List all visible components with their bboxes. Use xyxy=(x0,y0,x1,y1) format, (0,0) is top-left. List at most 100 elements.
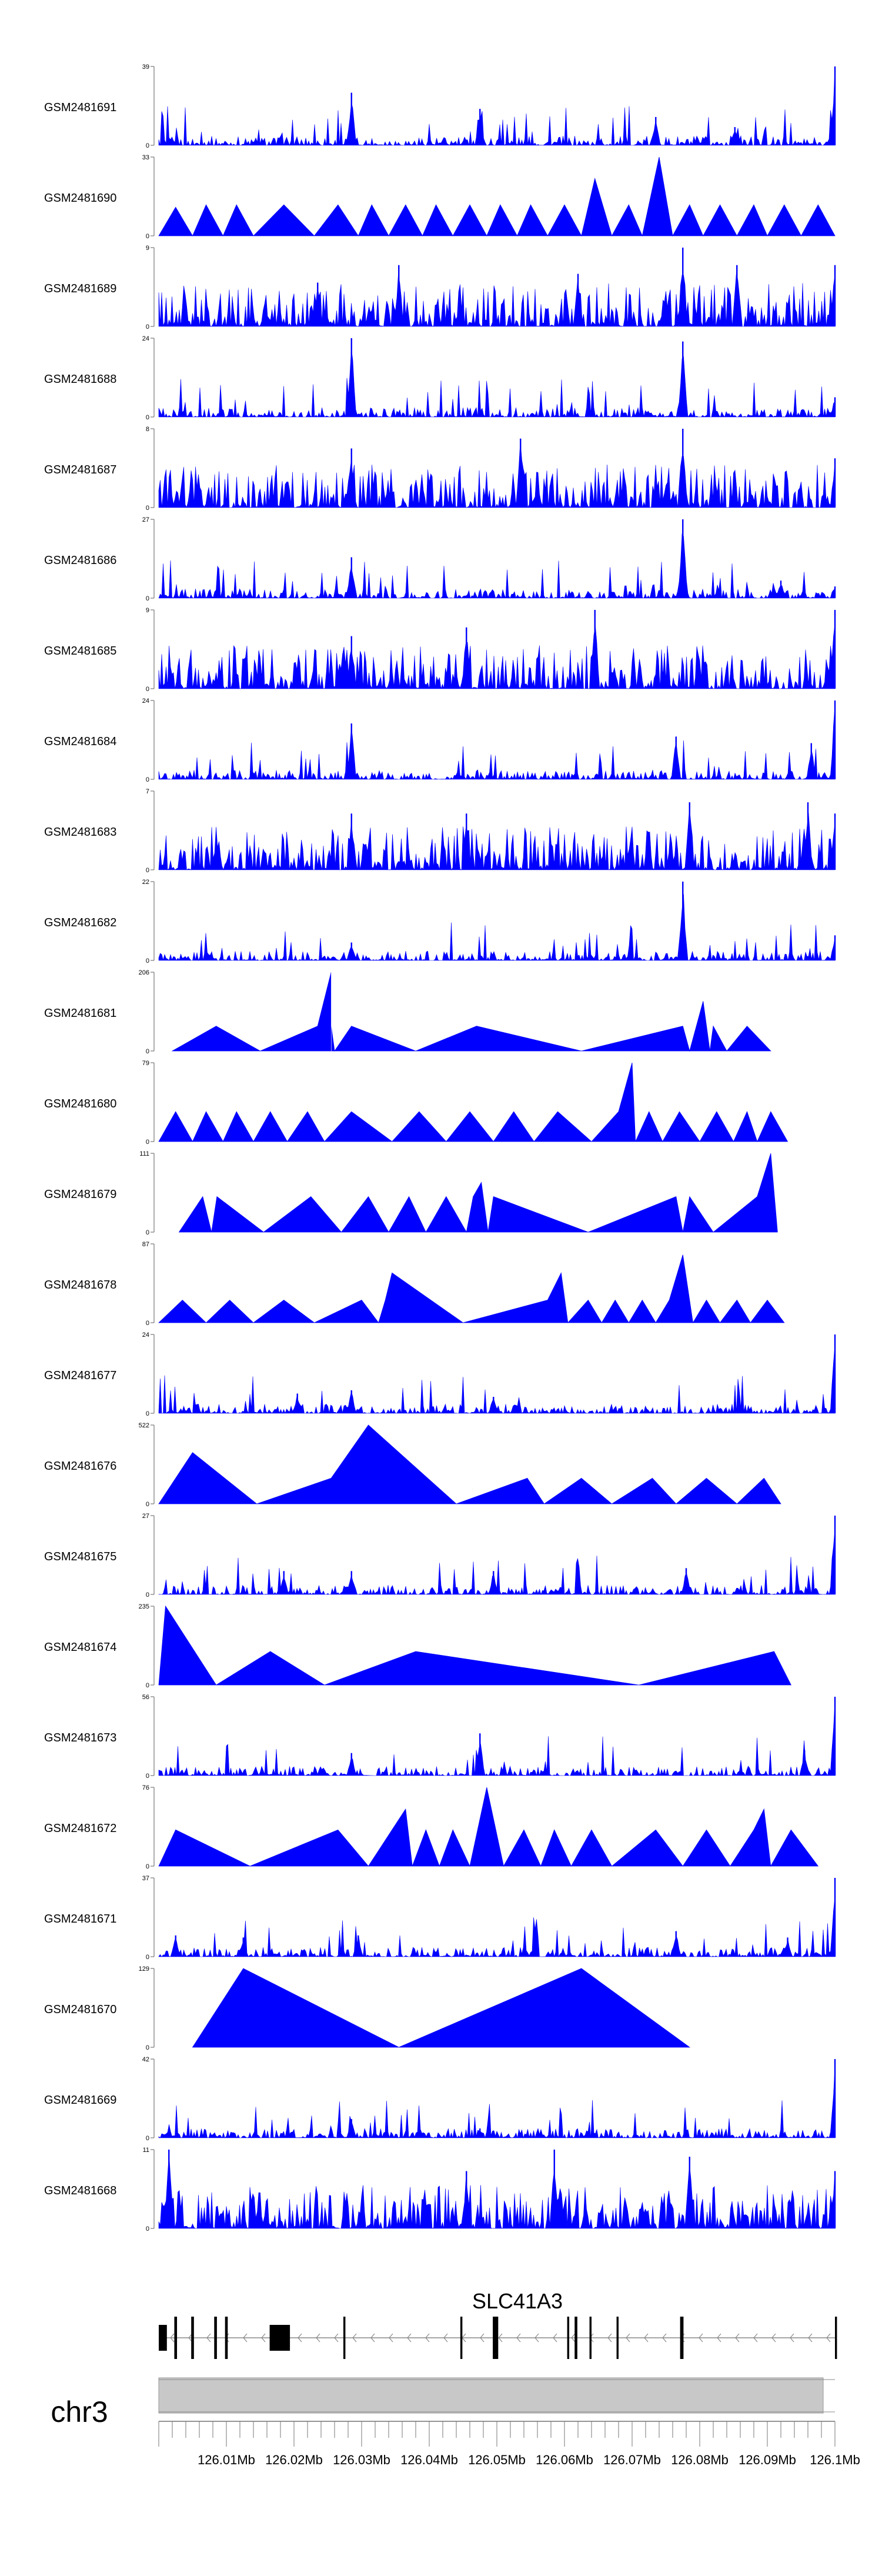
coverage-signal xyxy=(158,348,836,418)
x-tick-label: 126.05Mb xyxy=(468,2452,526,2467)
exon xyxy=(567,2317,570,2359)
coverage-signal xyxy=(158,1529,836,1596)
track-GSM2481691: GSM2481691 39 0 xyxy=(44,64,836,149)
strand-arrow xyxy=(699,2333,703,2343)
y-max-label: 24 xyxy=(142,698,149,705)
strand-arrow xyxy=(753,2333,758,2343)
track-label: GSM2481672 xyxy=(44,1822,116,1835)
strand-arrow xyxy=(644,2333,649,2343)
track-label: GSM2481684 xyxy=(44,735,116,748)
coverage-area xyxy=(158,1787,819,1867)
track-label: GSM2481682 xyxy=(44,916,116,929)
y-max-label: 11 xyxy=(143,2147,149,2154)
strand-arrow xyxy=(553,2333,557,2343)
y-zero-label: 0 xyxy=(146,2135,149,2142)
track-label: GSM2481676 xyxy=(44,1460,116,1473)
x-tick-label: 126.03Mb xyxy=(333,2452,390,2467)
strand-arrow xyxy=(571,2333,576,2343)
track-label: GSM2481691 xyxy=(44,101,116,114)
coverage-signal xyxy=(158,441,836,508)
strand-arrow xyxy=(206,2333,211,2343)
y-zero-label: 0 xyxy=(146,323,149,331)
exon xyxy=(493,2317,499,2359)
strand-arrow xyxy=(662,2333,667,2343)
track-GSM2481668: GSM2481668 11 0 xyxy=(44,2147,836,2233)
x-tick-label: 126.02Mb xyxy=(265,2452,323,2467)
coverage-signal xyxy=(158,2066,836,2139)
strand-arrow xyxy=(790,2333,794,2343)
coverage-signal xyxy=(158,533,836,599)
y-max-label: 27 xyxy=(142,1513,149,1520)
exon xyxy=(680,2317,684,2359)
y-zero-label: 0 xyxy=(146,867,149,874)
track-GSM2481677: GSM2481677 24 0 xyxy=(44,1332,836,1417)
track-label: GSM2481674 xyxy=(44,1641,116,1654)
strand-arrow xyxy=(261,2333,266,2343)
track-label: GSM2481679 xyxy=(44,1188,116,1201)
track-label: GSM2481686 xyxy=(44,554,116,567)
track-GSM2481688: GSM2481688 24 0 xyxy=(44,335,836,421)
strand-arrow xyxy=(370,2333,375,2343)
coverage-area xyxy=(158,1605,791,1686)
track-GSM2481669: GSM2481669 42 0 xyxy=(44,2056,836,2142)
coverage-signal xyxy=(158,271,836,328)
track-GSM2481670: GSM2481670 129 0 xyxy=(44,1966,691,2051)
coverage-area xyxy=(158,156,836,237)
y-zero-label: 0 xyxy=(146,414,149,421)
track-label: GSM2481669 xyxy=(44,2094,116,2107)
strand-arrow xyxy=(352,2333,357,2343)
track-GSM2481673: GSM2481673 56 0 xyxy=(44,1694,836,1780)
strand-arrow xyxy=(243,2333,248,2343)
strand-arrow xyxy=(188,2333,193,2343)
coverage-area xyxy=(171,972,771,1052)
y-zero-label: 0 xyxy=(146,1048,149,1055)
coverage-area xyxy=(158,1062,789,1143)
track-label: GSM2481671 xyxy=(44,1913,116,1926)
track-GSM2481684: GSM2481684 24 0 xyxy=(44,698,836,783)
exon xyxy=(343,2317,346,2359)
coverage-signal xyxy=(158,1701,836,1777)
y-max-label: 79 xyxy=(142,1060,149,1067)
x-tick-label: 126.01Mb xyxy=(198,2452,255,2467)
track-GSM2481681: GSM2481681 206 0 xyxy=(44,969,771,1055)
track-GSM2481672: GSM2481672 76 0 xyxy=(44,1784,819,1870)
x-tick-label: 126.04Mb xyxy=(400,2452,458,2467)
coverage-area xyxy=(192,1968,691,2048)
y-zero-label: 0 xyxy=(146,1501,149,1508)
strand-arrow xyxy=(534,2333,539,2343)
track-label: GSM2481685 xyxy=(44,645,116,658)
track-label: GSM2481678 xyxy=(44,1279,116,1292)
y-max-label: 24 xyxy=(142,335,149,342)
y-max-label: 7 xyxy=(146,788,149,795)
strand-arrow xyxy=(808,2333,813,2343)
gene-name-label: SLC41A3 xyxy=(472,2289,563,2313)
track-label: GSM2481689 xyxy=(44,282,116,295)
y-max-label: 27 xyxy=(142,516,149,523)
strand-arrow xyxy=(516,2333,521,2343)
strand-arrow xyxy=(334,2333,339,2343)
coverage-signal xyxy=(158,706,836,780)
coverage-area xyxy=(158,1424,781,1504)
coverage-area xyxy=(178,1153,778,1233)
coverage-signal xyxy=(158,894,836,962)
track-GSM2481687: GSM2481687 8 0 xyxy=(44,426,836,512)
track-GSM2481683: GSM2481683 7 0 xyxy=(44,788,836,874)
strand-arrow xyxy=(735,2333,740,2343)
y-max-label: 24 xyxy=(142,1332,149,1339)
strand-arrow xyxy=(443,2333,448,2343)
y-max-label: 42 xyxy=(142,2056,149,2063)
strand-arrow xyxy=(170,2333,175,2343)
y-max-label: 39 xyxy=(142,64,149,71)
track-label: GSM2481690 xyxy=(44,192,116,205)
y-zero-label: 0 xyxy=(146,505,149,512)
chromosome-band xyxy=(158,2377,824,2414)
strand-arrow xyxy=(826,2333,831,2343)
track-GSM2481690: GSM2481690 33 0 xyxy=(44,154,836,240)
track-GSM2481689: GSM2481689 9 0 xyxy=(44,245,836,331)
y-zero-label: 0 xyxy=(146,2225,149,2233)
y-max-label: 206 xyxy=(139,969,149,976)
track-GSM2481674: GSM2481674 235 0 xyxy=(44,1603,791,1689)
y-zero-label: 0 xyxy=(146,1682,149,1689)
coverage-signal xyxy=(158,623,836,690)
track-label: GSM2481688 xyxy=(44,373,116,386)
